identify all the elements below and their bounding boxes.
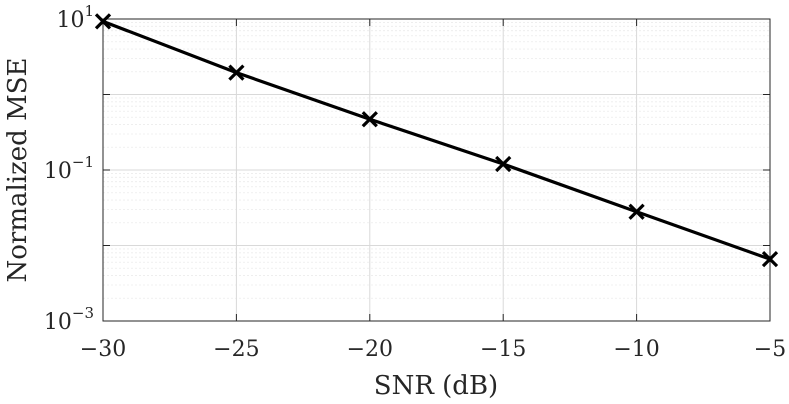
y-tick-label: 10−3: [44, 304, 94, 335]
data-point: [361, 111, 378, 128]
y-tick-labels: 101 10−1 10−3: [44, 2, 94, 335]
data-point-stroke: [228, 64, 245, 81]
axis-ticks: [102, 18, 771, 322]
x-tick-label: −10: [613, 337, 659, 362]
x-axis-label: SNR (dB): [374, 371, 498, 401]
x-tick-label: −30: [80, 337, 126, 362]
y-tick-label: 10−1: [44, 153, 94, 184]
series-group: [94, 13, 779, 268]
data-point: [495, 155, 512, 173]
y-axis-label: Normalized MSE: [3, 57, 33, 282]
x-tick-label: −20: [347, 337, 393, 362]
grid: [102, 18, 771, 322]
x-tick-label: −5: [754, 337, 786, 362]
data-point: [761, 250, 779, 268]
x-tick-label: −15: [480, 337, 526, 362]
x-tick-labels: −30 −25 −20 −15 −10 −5: [80, 337, 786, 362]
data-point-stroke: [94, 13, 112, 30]
series-line: [102, 19, 771, 261]
data-point: [628, 203, 645, 220]
x-tick-label: −25: [213, 337, 259, 362]
y-tick-label: 101: [56, 2, 94, 33]
data-point-stroke: [495, 155, 512, 173]
data-point-stroke: [761, 250, 779, 268]
data-point-stroke: [628, 203, 645, 220]
data-point-stroke: [361, 111, 378, 128]
data-point: [228, 64, 245, 81]
data-point: [94, 13, 112, 30]
